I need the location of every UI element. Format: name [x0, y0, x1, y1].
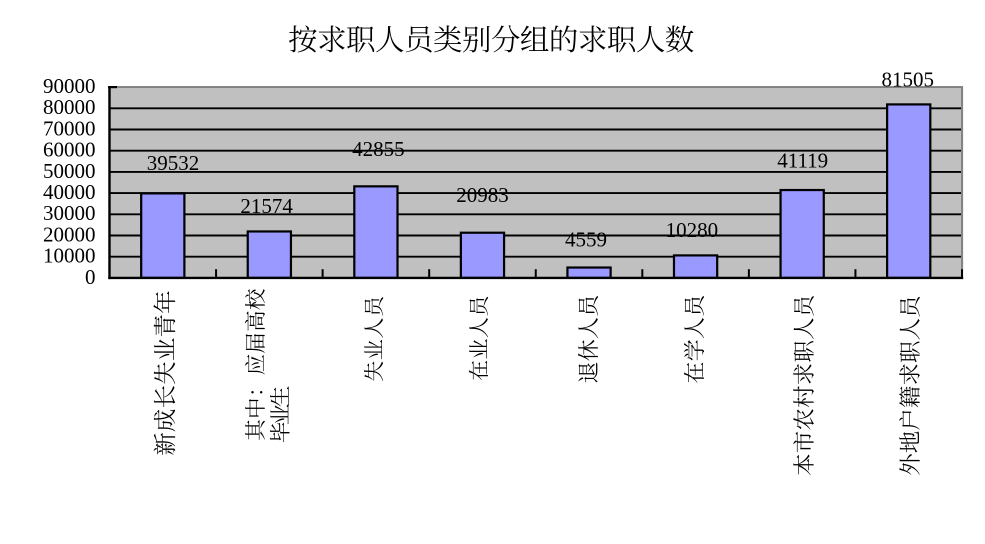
- svg-text:50000: 50000: [43, 159, 96, 183]
- svg-text:21574: 21574: [240, 194, 293, 218]
- svg-text:20000: 20000: [43, 222, 96, 246]
- svg-text:40000: 40000: [43, 180, 96, 204]
- svg-text:70000: 70000: [43, 116, 96, 140]
- svg-text:10000: 10000: [43, 244, 96, 268]
- svg-text:60000: 60000: [43, 138, 96, 162]
- svg-text:42855: 42855: [352, 137, 405, 161]
- svg-text:20983: 20983: [456, 183, 509, 207]
- svg-text:90000: 90000: [43, 74, 96, 98]
- svg-text:30000: 30000: [43, 201, 96, 225]
- svg-text:10280: 10280: [666, 218, 719, 242]
- svg-text:41119: 41119: [777, 149, 828, 173]
- svg-text:81505: 81505: [882, 67, 935, 91]
- svg-text:39532: 39532: [147, 151, 200, 175]
- svg-text:80000: 80000: [43, 95, 96, 119]
- svg-text:4559: 4559: [565, 228, 607, 252]
- svg-text:0: 0: [85, 265, 96, 289]
